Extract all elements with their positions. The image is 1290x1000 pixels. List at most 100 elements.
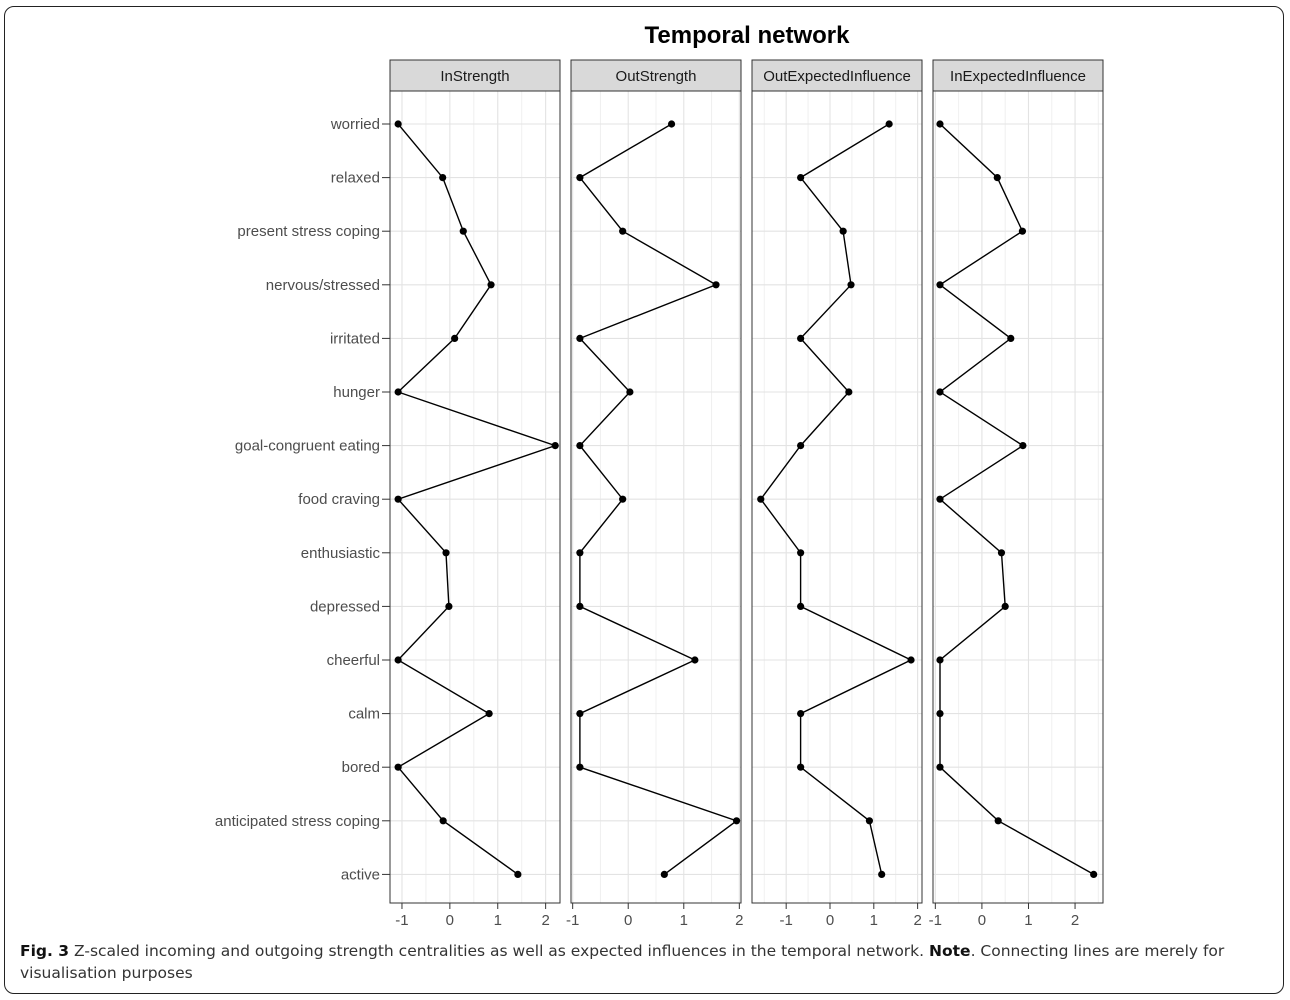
data-point <box>936 388 944 396</box>
data-point <box>619 227 627 235</box>
caption-note-label: Note <box>929 942 971 960</box>
data-point <box>576 602 584 611</box>
x-tick-label: 1 <box>680 912 688 929</box>
data-point <box>994 817 1002 825</box>
data-point <box>660 870 668 879</box>
data-point <box>576 549 584 557</box>
strip-label: OutExpectedInfluence <box>763 68 911 85</box>
panel-border <box>570 90 742 904</box>
y-tick-label: food craving <box>298 491 380 508</box>
data-point <box>712 281 720 289</box>
panel-border <box>389 90 561 904</box>
data-point <box>936 763 944 771</box>
y-tick-label: present stress coping <box>237 223 380 240</box>
chart: Temporal network InStrength-1 0 1 2OutStren… <box>215 22 1104 929</box>
x-tick-label: 0 <box>978 912 986 929</box>
figure-frame <box>4 6 1284 994</box>
strip-background <box>932 59 1104 92</box>
data-point <box>1001 602 1009 611</box>
data-point <box>993 174 1001 182</box>
strip-label: InStrength <box>440 68 509 85</box>
data-point <box>394 388 402 396</box>
data-point <box>514 870 522 879</box>
y-tick-label: bored <box>342 759 380 776</box>
x-tick-label: 0 <box>826 912 834 929</box>
data-point <box>459 227 467 235</box>
data-point <box>439 817 447 825</box>
data-point <box>797 334 805 342</box>
data-point <box>691 656 699 664</box>
x-tick-label: 1 <box>870 912 878 929</box>
data-point <box>619 495 627 503</box>
data-point <box>485 710 493 718</box>
panel-OutExpectedInfluence: OutExpectedInfluence -1 0 1 2 <box>751 59 923 929</box>
data-point <box>576 174 584 182</box>
panel-OutStrength: OutStrength -1 0 1 2 <box>566 59 744 929</box>
data-point <box>451 334 459 342</box>
caption-text: Z-scaled incoming and outgoing strength … <box>69 942 930 960</box>
data-point <box>576 710 584 718</box>
x-tick-label: -1 <box>395 912 408 929</box>
data-point <box>732 817 741 825</box>
data-point <box>757 495 765 503</box>
data-point <box>394 495 402 503</box>
panel-border <box>751 90 923 904</box>
data-point <box>551 442 559 450</box>
panel-InStrength: InStrength -1 0 1 2 <box>389 59 561 929</box>
data-point <box>845 388 853 396</box>
data-point <box>626 388 634 396</box>
y-tick-label: irritated <box>330 330 380 347</box>
y-tick-label: goal-congruent eating <box>235 438 380 455</box>
data-point <box>1019 442 1027 450</box>
data-point <box>847 281 855 289</box>
data-point <box>1018 227 1027 235</box>
data-point <box>797 602 805 611</box>
y-tick-label: worried <box>330 116 380 133</box>
x-tick-label: 0 <box>624 912 632 929</box>
panel-border <box>932 90 1104 904</box>
data-point <box>576 763 584 771</box>
y-tick-label: nervous/stressed <box>266 277 380 294</box>
x-tick-label: -1 <box>780 912 793 929</box>
data-point <box>394 120 402 128</box>
data-point <box>839 227 847 235</box>
chart-title: Temporal network <box>645 22 851 49</box>
data-point <box>797 710 805 718</box>
data-point <box>936 710 944 718</box>
y-tick-label: active <box>341 866 380 883</box>
data-point <box>1007 334 1015 342</box>
data-point <box>797 174 805 182</box>
y-tick-label: hunger <box>333 384 380 401</box>
data-point <box>442 549 450 557</box>
y-tick-label: calm <box>348 706 380 723</box>
data-point <box>1090 870 1098 879</box>
y-tick-label: relaxed <box>331 170 380 187</box>
data-point <box>997 549 1006 557</box>
panel-InExpectedInfluence: InExpectedInfluence -1 0 1 2 <box>929 59 1104 929</box>
data-point <box>885 120 893 128</box>
x-tick-label: 2 <box>913 912 921 929</box>
strip-label: InExpectedInfluence <box>950 68 1086 85</box>
x-tick-label: 2 <box>1071 912 1079 929</box>
y-tick-label: anticipated stress coping <box>215 813 380 830</box>
caption-note-text: . Connecting lines are merely for visual… <box>20 942 1225 982</box>
data-point <box>936 281 944 289</box>
data-point <box>394 656 402 664</box>
data-point <box>907 656 915 664</box>
x-tick-label: 2 <box>541 912 549 929</box>
strip-background <box>570 59 742 92</box>
data-point <box>797 763 805 771</box>
data-point <box>936 656 944 664</box>
data-point <box>576 334 584 342</box>
data-point <box>878 870 886 879</box>
y-axis-labels: worried relaxed present stress coping nervo… <box>215 116 390 883</box>
figure-caption: Fig. 3 Z-scaled incoming and outgoing st… <box>20 940 1270 984</box>
strip-background <box>751 59 923 92</box>
data-point <box>936 495 944 503</box>
strip-label: OutStrength <box>616 68 697 85</box>
x-tick-label: -1 <box>566 912 579 929</box>
caption-label: Fig. 3 <box>20 942 70 960</box>
data-point <box>797 549 805 557</box>
data-point <box>936 120 944 128</box>
x-tick-label: 2 <box>735 912 743 929</box>
